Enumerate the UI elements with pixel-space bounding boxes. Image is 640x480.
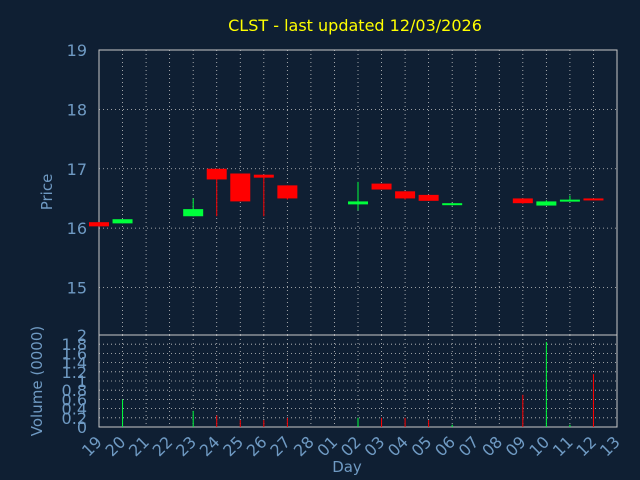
chart-title: CLST - last updated 12/03/2026 xyxy=(228,16,482,35)
candle-body xyxy=(418,194,439,201)
x-axis-label: Day xyxy=(332,458,362,476)
volume-tick-label: 0.8 xyxy=(62,381,87,400)
candle-body xyxy=(89,222,109,227)
volume-tick-label: 0.4 xyxy=(62,400,87,419)
volume-tick-label: 2 xyxy=(77,326,87,345)
volume-axis-label: Volume (0000) xyxy=(28,326,46,436)
candle-body xyxy=(112,219,133,224)
volume-tick-label: 1.8 xyxy=(62,335,87,354)
candle-body xyxy=(583,198,604,201)
price-tick-label: 18 xyxy=(67,100,87,119)
price-tick-label: 19 xyxy=(67,41,87,60)
x-tick-label: 13 xyxy=(596,432,624,460)
volume-tick-label: 0 xyxy=(77,418,87,437)
candle-body xyxy=(230,173,251,202)
volume-tick-label: 0.6 xyxy=(62,390,87,409)
candle-body xyxy=(183,209,204,217)
candle-body xyxy=(395,191,416,199)
volume-tick-label: 1.4 xyxy=(62,354,87,373)
volume-tick-label: 0.2 xyxy=(62,409,87,428)
candle-body xyxy=(371,183,392,190)
candle-body xyxy=(512,198,533,204)
candle-body xyxy=(206,168,227,180)
price-tick-label: 15 xyxy=(67,279,87,298)
x-axis: 1920212223242526272801020304050607080910… xyxy=(78,432,624,460)
volume-panel: 00.20.40.60.811.21.41.61.82 xyxy=(62,326,618,437)
candle-body xyxy=(348,201,368,205)
candle-body xyxy=(277,185,298,199)
volume-tick-label: 1.6 xyxy=(62,344,87,363)
candle-body xyxy=(253,174,274,178)
volume-tick-label: 1 xyxy=(77,372,87,391)
price-panel: 15 16 17 18 19 xyxy=(67,41,618,336)
price-axis-label: Price xyxy=(38,174,56,211)
candle-body xyxy=(559,199,580,202)
volume-tick-label: 1.2 xyxy=(62,363,87,382)
price-tick-label: 17 xyxy=(67,160,87,179)
price-tick-label: 16 xyxy=(67,219,87,238)
candle-body xyxy=(536,201,557,206)
candle-body xyxy=(442,203,463,206)
